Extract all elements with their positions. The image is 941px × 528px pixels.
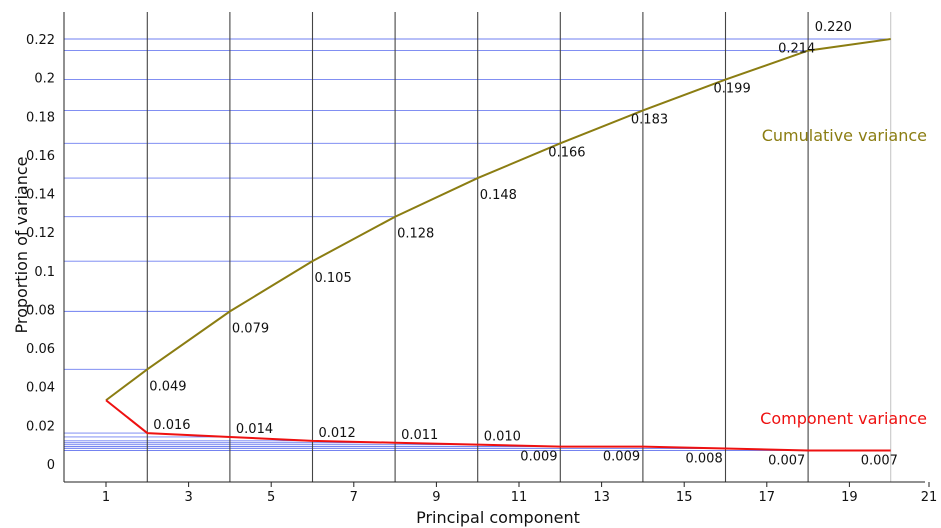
x-tick-label: 9 (432, 490, 440, 505)
cumulative-data-label: 0.079 (232, 321, 269, 336)
y-tick-label: 0.04 (26, 381, 55, 396)
x-tick-label: 1 (102, 490, 110, 505)
component-data-label: 0.007 (768, 453, 805, 468)
x-tick-label: 21 (921, 490, 938, 505)
component-data-label: 0.011 (401, 428, 438, 443)
cumulative-data-label: 0.049 (149, 379, 186, 394)
component-data-label: 0.009 (520, 450, 557, 465)
cumulative-variance-line (105, 38, 891, 402)
component-data-label: 0.008 (686, 452, 723, 467)
component-data-label: 0.012 (319, 426, 356, 441)
component-data-label: 0.009 (603, 450, 640, 465)
x-tick-label: 7 (350, 490, 358, 505)
x-tick-label: 3 (184, 490, 192, 505)
y-tick-label: 0.16 (26, 149, 55, 164)
cumulative-data-label: 0.166 (548, 145, 585, 160)
component-variance-label: Component variance (760, 409, 927, 428)
cumulative-data-label: 0.128 (397, 227, 434, 242)
component-data-label: 0.016 (153, 418, 190, 433)
series-lines (105, 38, 891, 452)
y-axis-title: Proportion of variance (12, 156, 31, 333)
axes (63, 12, 925, 483)
y-tick-label: 0.06 (26, 342, 55, 357)
x-tick-label: 5 (267, 490, 275, 505)
data-labels: 0.049 0.079 0.105 0.128 0.148 0.166 0.183 0.199… (149, 20, 898, 468)
cumulative-data-label: 0.214 (778, 42, 815, 57)
y-tick-label: 0.22 (26, 33, 55, 48)
x-tick-label: 13 (593, 490, 610, 505)
component-variance-line (105, 399, 891, 452)
y-tick-label: 0.02 (26, 419, 55, 434)
cumulative-data-label: 0.183 (631, 112, 668, 127)
y-tick-label: 0 (47, 458, 55, 473)
y-tick-label: 0.08 (26, 303, 55, 318)
y-tick-label: 0.12 (26, 226, 55, 241)
x-tick-label: 15 (676, 490, 693, 505)
cumulative-variance-label: Cumulative variance (762, 126, 927, 145)
x-tick-labels: 1 3 5 7 9 11 13 15 17 19 21 (102, 482, 937, 505)
cumulative-data-label: 0.105 (315, 271, 352, 286)
component-data-label: 0.014 (236, 422, 273, 437)
component-data-label: 0.007 (861, 453, 898, 468)
y-tick-label: 0.1 (34, 265, 55, 280)
cumulative-data-label: 0.199 (714, 82, 751, 97)
y-tick-label: 0.14 (26, 188, 55, 203)
vertical-gridlines (146, 12, 892, 482)
y-tick-labels: 0 0.02 0.04 0.06 0.08 0.1 0.12 0.14 0.16 0.18 0.2 0… (26, 33, 55, 473)
cumulative-data-label: 0.148 (480, 188, 517, 203)
x-axis-title: Principal component (416, 508, 580, 527)
x-tick-label: 19 (841, 490, 858, 505)
x-tick-label: 17 (759, 490, 776, 505)
component-data-label: 0.010 (484, 430, 521, 445)
y-tick-label: 0.18 (26, 110, 55, 125)
cumulative-data-label: 0.220 (815, 20, 852, 35)
x-tick-label: 11 (511, 490, 528, 505)
y-tick-label: 0.2 (34, 72, 55, 87)
